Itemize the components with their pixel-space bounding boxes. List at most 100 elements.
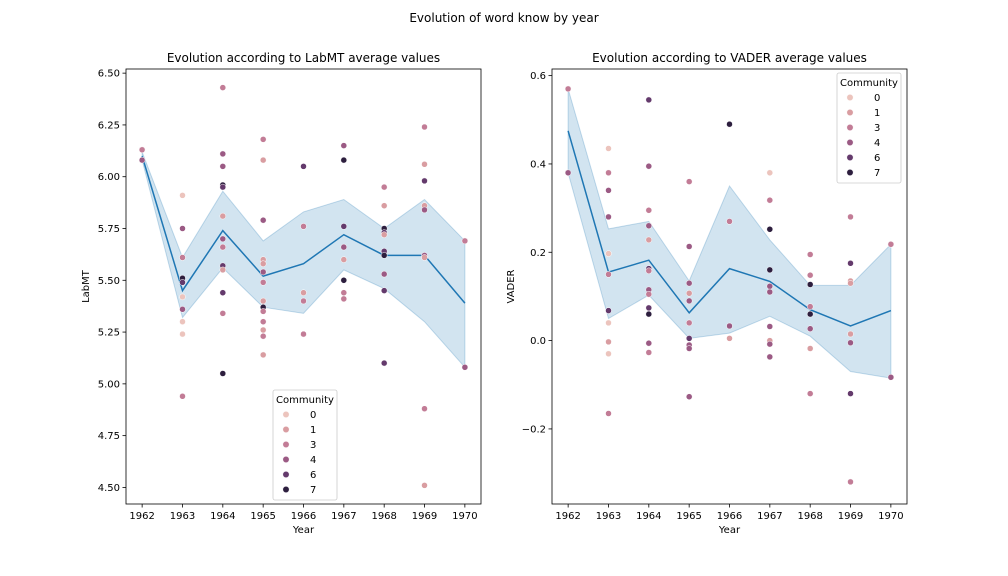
y-tick-label: 6.00	[98, 172, 120, 183]
y-tick-label: 4.75	[98, 431, 120, 442]
legend-marker	[282, 456, 290, 463]
x-axis-label: Year	[718, 525, 741, 536]
data-point	[645, 339, 653, 347]
data-point	[766, 226, 774, 233]
data-point	[806, 345, 814, 352]
data-point	[380, 270, 388, 278]
x-tick-label: 1970	[452, 511, 477, 522]
data-point	[847, 339, 854, 347]
y-tick-label: 5.25	[98, 328, 120, 339]
data-point	[726, 120, 733, 128]
data-point	[766, 340, 774, 348]
data-point	[685, 243, 693, 250]
data-point	[259, 260, 267, 267]
data-point	[766, 196, 774, 204]
data-point	[179, 330, 186, 338]
data-point	[605, 145, 612, 152]
data-point	[806, 325, 814, 332]
data-point	[766, 283, 774, 290]
data-point	[645, 207, 653, 214]
scatter-points	[564, 85, 895, 486]
data-point	[179, 393, 186, 400]
legend-marker	[846, 94, 854, 101]
x-tick-label: 1968	[371, 511, 396, 522]
data-point	[219, 289, 227, 296]
data-point	[645, 267, 653, 275]
legend-marker	[282, 411, 290, 418]
data-point	[219, 266, 227, 274]
data-point	[300, 289, 307, 296]
legend-title: Community	[840, 78, 898, 89]
data-point	[179, 279, 186, 286]
y-axis: 4.50 4.75 5.00 5.25 5.50 5.75 6.00 6.25 6.50 LabM…	[81, 69, 126, 494]
data-point	[806, 303, 814, 310]
data-point	[726, 322, 733, 330]
legend-label: 6	[874, 153, 880, 164]
data-point	[421, 177, 428, 185]
data-point	[179, 254, 186, 261]
data-point	[179, 293, 186, 301]
data-point	[806, 310, 814, 318]
data-point	[340, 256, 348, 263]
data-point	[726, 335, 733, 342]
legend-marker	[282, 486, 290, 493]
data-point	[645, 349, 653, 356]
data-point	[806, 281, 814, 288]
data-point	[138, 146, 146, 154]
legend-label: 3	[310, 440, 316, 451]
data-point	[605, 338, 612, 346]
legend-marker	[846, 109, 854, 116]
data-point	[726, 218, 733, 225]
y-axis-label: VADER	[506, 269, 517, 303]
data-point	[219, 370, 227, 377]
y-tick-label: 0.6	[530, 71, 546, 82]
data-point	[421, 123, 428, 131]
y-tick-label: 0.4	[530, 159, 546, 170]
data-point	[645, 222, 653, 230]
legend-label: 3	[874, 123, 880, 134]
data-point	[219, 163, 227, 170]
y-tick-label: 0.0	[530, 336, 546, 347]
data-point	[766, 169, 774, 177]
data-point	[259, 136, 267, 143]
data-point	[645, 304, 653, 312]
data-point	[605, 213, 612, 221]
legend-marker	[846, 124, 854, 131]
x-tick-label: 1965	[676, 511, 701, 522]
data-point	[605, 350, 612, 358]
data-point	[605, 250, 612, 257]
data-point	[421, 482, 428, 489]
subplot-2: 1962 1963 1964 1965 1966 1967 1968 1969 1970 Year…	[506, 51, 908, 536]
data-point	[605, 307, 612, 314]
legend-label: 1	[874, 108, 880, 119]
data-point	[806, 390, 814, 397]
data-point	[380, 252, 388, 259]
data-point	[340, 223, 348, 230]
x-tick-label: 1965	[250, 511, 275, 522]
data-point	[645, 96, 653, 104]
data-point	[259, 268, 267, 276]
data-point	[259, 351, 267, 359]
data-point	[685, 290, 693, 297]
data-point	[847, 213, 854, 221]
data-point	[300, 223, 307, 230]
legend-box	[272, 389, 338, 501]
data-point	[380, 183, 388, 191]
data-point	[766, 288, 774, 296]
x-tick-label: 1964	[210, 511, 235, 522]
legend-marker	[846, 169, 854, 176]
x-tick-label: 1962	[129, 511, 154, 522]
y-axis-label: LabMT	[81, 269, 92, 303]
legend-marker	[846, 154, 854, 161]
data-point	[887, 241, 895, 248]
legend-label: 4	[310, 455, 316, 466]
x-tick-label: 1970	[878, 511, 903, 522]
data-point	[847, 260, 854, 267]
data-point	[766, 266, 774, 274]
y-tick-label: 4.50	[98, 483, 120, 494]
data-point	[806, 271, 814, 279]
data-point	[564, 85, 572, 93]
y-tick-label: 6.50	[98, 69, 120, 80]
